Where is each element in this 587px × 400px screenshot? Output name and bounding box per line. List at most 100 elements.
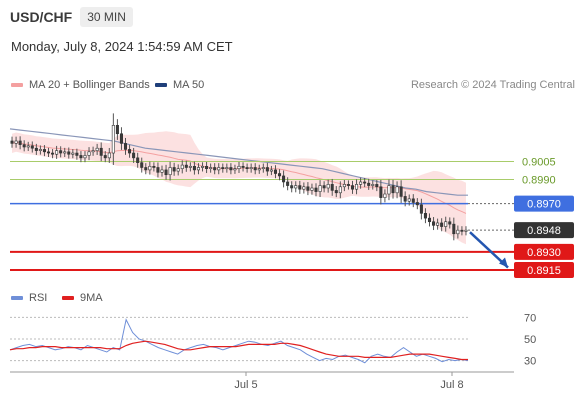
- candle-body: [164, 169, 168, 176]
- candle-body: [67, 151, 71, 155]
- candle-body: [38, 149, 42, 151]
- candle-body: [448, 221, 452, 225]
- candle-body: [221, 167, 225, 170]
- candle-body: [87, 151, 91, 156]
- candle-body: [302, 186, 306, 190]
- level-tag-bg: [514, 222, 574, 239]
- candle-body: [201, 165, 205, 168]
- candle-body: [26, 145, 30, 148]
- candle-body: [225, 167, 229, 170]
- candle-body: [444, 221, 448, 227]
- rsi-line: [9, 318, 469, 364]
- candle-body: [249, 167, 253, 170]
- candle-body: [51, 152, 55, 155]
- candle-body: [22, 144, 26, 148]
- level-label: 0.8990: [522, 175, 556, 187]
- level-label: 0.9005: [522, 156, 556, 168]
- candle-body: [245, 167, 249, 170]
- candle-body: [91, 150, 95, 153]
- candle-body: [229, 167, 233, 171]
- candle-body: [452, 223, 456, 235]
- legend-rsi: RSI: [11, 292, 47, 304]
- candle-body: [103, 155, 107, 159]
- candle-body: [273, 169, 277, 174]
- candle-body: [205, 165, 209, 170]
- level-tag-bg: [514, 243, 574, 260]
- level-label: 0.8930: [527, 247, 561, 259]
- rsi-ma9-line: [9, 340, 468, 361]
- candle-body: [18, 140, 22, 145]
- x-tick-label: Jul 5: [234, 379, 257, 391]
- candle-body: [440, 222, 444, 227]
- level-label: 0.8915: [527, 265, 561, 277]
- candle-body: [79, 155, 83, 159]
- level-tag-bg: [514, 261, 574, 278]
- candle-body: [99, 147, 103, 156]
- candle-body: [237, 165, 241, 170]
- candle-body: [330, 184, 334, 191]
- candle-body: [59, 150, 63, 154]
- candle-body: [95, 147, 99, 151]
- candle-body: [456, 229, 460, 235]
- ma50-swatch: [155, 83, 167, 87]
- candle-body: [407, 198, 411, 202]
- candle-body: [265, 167, 269, 172]
- candle-body: [192, 165, 196, 171]
- candle-body: [111, 125, 115, 154]
- candle-body: [391, 185, 395, 194]
- candle-body: [322, 185, 326, 189]
- x-tick-label: Jul 8: [440, 379, 463, 391]
- candle-body: [338, 186, 342, 194]
- timestamp: Monday, July 8, 2024 1:54:59 AM CET: [11, 39, 233, 54]
- candle-body: [132, 152, 136, 159]
- rsi-tick-label: 30: [524, 356, 536, 368]
- legend-ma50: MA 50: [155, 79, 204, 91]
- level-tag-bg: [514, 195, 574, 212]
- candle-body: [403, 196, 407, 202]
- candle-body: [379, 186, 383, 198]
- candle-body: [144, 167, 148, 171]
- timeframe-badge[interactable]: 30 MIN: [80, 7, 133, 27]
- rsi-tick-label: 70: [524, 312, 536, 324]
- candle-body: [136, 157, 140, 163]
- copyright: Research © 2024 Trading Central: [410, 79, 575, 91]
- candle-body: [156, 167, 160, 173]
- candle-body: [326, 184, 330, 189]
- ma20-label: MA 20 + Bollinger Bands: [29, 79, 150, 91]
- candle-body: [176, 168, 180, 172]
- candle-body: [436, 222, 440, 226]
- candle-body: [460, 229, 464, 232]
- candle-body: [375, 184, 379, 188]
- candle-body: [42, 149, 46, 153]
- rsi-label: RSI: [29, 292, 48, 304]
- candle-body: [180, 164, 184, 170]
- candle-body: [286, 181, 290, 186]
- level-label: 0.8970: [527, 199, 561, 211]
- candle-body: [209, 167, 213, 170]
- candle-body: [188, 165, 192, 168]
- candle-body: [257, 168, 261, 171]
- candle-body: [419, 204, 423, 214]
- candle-body: [123, 143, 128, 150]
- candle-body: [411, 198, 415, 203]
- candle-body: [63, 151, 67, 154]
- candle-body: [168, 167, 172, 176]
- candle-body: [46, 151, 51, 154]
- candle-body: [298, 185, 302, 190]
- candle-body: [290, 185, 294, 189]
- rsi-tick-label: 50: [524, 334, 536, 346]
- candle-body: [75, 152, 79, 156]
- candle-body: [427, 217, 432, 223]
- candle-body: [383, 193, 387, 198]
- candle-body: [282, 175, 286, 183]
- candle-body: [415, 202, 419, 206]
- candle-body: [152, 165, 156, 168]
- rsi-swatch: [11, 296, 23, 300]
- candle-body: [128, 149, 132, 154]
- candle-body: [119, 133, 123, 144]
- candle-body: [213, 167, 217, 171]
- candle-body: [294, 185, 298, 189]
- candle-body: [464, 229, 468, 232]
- candle-body: [350, 185, 355, 190]
